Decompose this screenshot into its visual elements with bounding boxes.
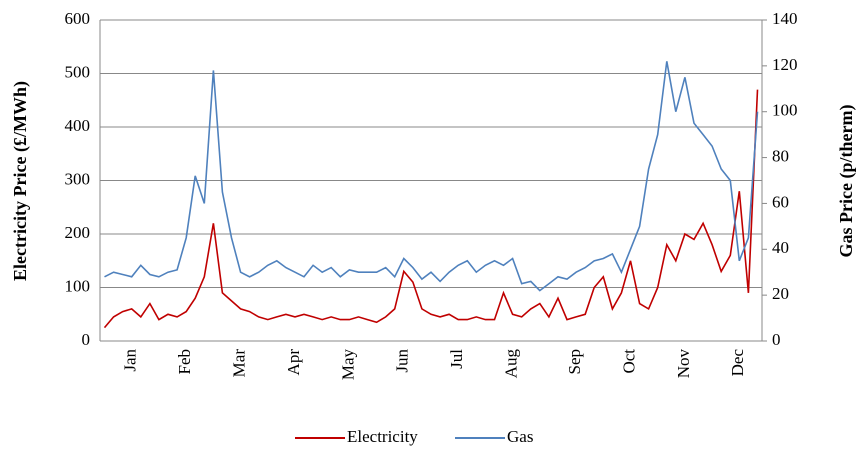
line-series [103, 89, 759, 329]
x-tick-label: Jul [447, 349, 466, 369]
y2-tick-label: 40 [772, 238, 789, 257]
x-tick-label: Mar [229, 349, 248, 378]
x-tick-label: Apr [284, 349, 303, 376]
x-tick-label: Feb [175, 349, 194, 375]
y-tick-label: 200 [65, 223, 91, 242]
y-tick-label: 100 [65, 276, 91, 295]
y2-tick-label: 140 [772, 9, 798, 28]
legend-label: Gas [507, 427, 533, 446]
x-tick-label: May [338, 349, 357, 381]
legend-label: Electricity [347, 427, 418, 446]
x-tick-label: Dec [728, 349, 747, 377]
y2-tick-label: 20 [772, 284, 789, 303]
y-tick-label: 400 [65, 116, 91, 135]
x-tick-label: Jan [121, 349, 140, 372]
y-tick-label: 300 [65, 169, 91, 188]
y-axis-title: Electricity Price (£/MWh) [10, 81, 31, 281]
y2-axis-title: Gas Price (p/therm) [836, 105, 857, 258]
y-tick-label: 600 [65, 9, 91, 28]
y2-tick-label: 0 [772, 330, 781, 349]
x-tick-label: Sep [565, 349, 584, 375]
line-series [104, 61, 759, 292]
y-tick-label: 0 [82, 330, 91, 349]
x-tick-label: Oct [619, 349, 638, 374]
y2-tick-label: 120 [772, 55, 798, 74]
y2-tick-label: 100 [772, 101, 798, 120]
y2-tick-label: 80 [772, 146, 789, 165]
y2-tick-label: 60 [772, 192, 789, 211]
x-tick-label: Nov [674, 349, 693, 379]
x-tick-label: Jun [393, 349, 412, 373]
x-tick-label: Aug [502, 349, 521, 379]
y-tick-label: 500 [65, 62, 91, 81]
